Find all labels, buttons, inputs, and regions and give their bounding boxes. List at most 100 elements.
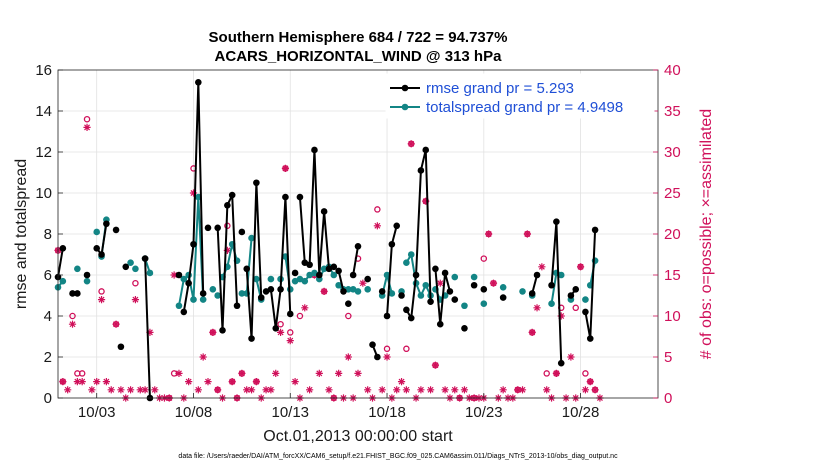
totalspread-point (180, 275, 188, 283)
totalspread-point (451, 273, 459, 281)
rmse-point (83, 271, 91, 279)
rmse-point (291, 269, 299, 277)
legend-label: rmse grand pr = 5.293 (426, 80, 574, 97)
legend-label: totalspread grand pr = 4.9498 (426, 99, 623, 116)
rmse-line (386, 225, 398, 317)
obs-assimilated-marker (451, 386, 459, 394)
rmse-point (548, 281, 555, 289)
obs-assimilated-marker (112, 320, 120, 328)
totalspread-point (214, 292, 221, 299)
obs-assimilated-marker (194, 386, 202, 394)
obs-assimilated-marker (320, 287, 328, 295)
y-tick-label-right: 0 (664, 390, 672, 407)
rmse-point (330, 263, 338, 271)
series-lines (54, 79, 599, 402)
obs-assimilated-marker (146, 328, 154, 336)
rmse-point (195, 79, 202, 86)
footer-data-file: data file: /Users/raeder/DAI/ATM_forcXX/… (178, 453, 618, 460)
obs-assimilated-marker (426, 386, 435, 394)
rmse-point (446, 288, 454, 295)
obs-assimilated-marker (378, 386, 386, 394)
obs-assimilated-marker (518, 386, 527, 394)
obs-assimilated-marker (267, 386, 275, 394)
rmse-point (403, 306, 410, 314)
obs-possible-marker (383, 345, 391, 353)
obs-assimilated-marker (262, 386, 270, 394)
rmse-point (59, 245, 67, 252)
rmse-point (528, 290, 536, 297)
obs-assimilated-marker (64, 386, 72, 394)
obs-possible-marker (214, 386, 221, 394)
obs-possible-marker (287, 329, 294, 336)
totalspread-point (407, 251, 415, 258)
x-tick-label: 10/08 (175, 404, 213, 421)
obs-possible-marker (228, 378, 236, 385)
obs-assimilated-marker (151, 386, 159, 394)
rmse-point (417, 167, 425, 174)
rmse-point (354, 243, 362, 250)
obs-possible-marker (403, 345, 410, 353)
rmse-point (441, 269, 449, 277)
y-tick-label: 8 (44, 226, 52, 243)
y-tick-label: 14 (35, 103, 52, 120)
y-tick-label-right: 30 (664, 144, 681, 161)
rmse-point (296, 193, 304, 201)
rmse-point (553, 218, 560, 225)
rmse-point (69, 290, 76, 297)
obs-possible-marker (553, 370, 560, 377)
obs-assimilated-marker (73, 378, 81, 386)
obs-assimilated-marker (523, 230, 531, 238)
totalspread-point (83, 277, 91, 285)
obs-assimilated-marker (591, 386, 599, 394)
rmse-point (117, 343, 125, 351)
obs-possible-marker (514, 386, 521, 394)
rmse-point (175, 271, 183, 279)
obs-assimilated-marker (393, 386, 401, 394)
rmse-point (407, 314, 415, 322)
rmse-point (248, 335, 255, 342)
totalspread-point (248, 234, 255, 242)
y-tick-label: 10 (35, 185, 52, 202)
totalspread-point (582, 296, 589, 303)
rmse-point (374, 353, 381, 361)
x-tick-label: 10/23 (465, 404, 503, 421)
obs-possible-marker (345, 312, 352, 320)
y-tick-label-right: 35 (664, 103, 681, 120)
y-tick-label: 16 (35, 62, 52, 79)
totalspread-point (59, 277, 67, 285)
rmse-point (98, 251, 105, 258)
obs-assimilated-marker (136, 386, 144, 394)
obs-assimilated-marker (557, 312, 565, 320)
rmse-point (185, 279, 192, 287)
obs-assimilated-marker (59, 378, 67, 386)
rmse-point (567, 292, 575, 299)
obs-assimilated-marker (107, 386, 115, 394)
rmse-point (591, 226, 599, 234)
rmse-point (306, 261, 313, 269)
axis-ticks: 0 2 4 6 8 10 12 14 16 0 5 10 15 20 25 30 35 40 10/03 10/08 1… (35, 62, 680, 421)
obs-possible-marker (69, 312, 76, 320)
totalspread-point (132, 265, 139, 273)
obs-possible-marker (407, 140, 415, 148)
rmse-line (57, 248, 64, 278)
obs-assimilated-marker (543, 386, 551, 394)
obs-possible-marker (112, 320, 120, 328)
totalspread-point (175, 302, 183, 310)
totalspread-point (383, 271, 391, 279)
obs-possible-marker (98, 288, 105, 295)
rmse-line (245, 182, 263, 339)
obs-possible-marker (577, 263, 584, 271)
totalspread-point (470, 273, 478, 281)
totalspread-point (93, 228, 101, 236)
totalspread-point (190, 296, 197, 303)
obs-assimilated-marker (514, 386, 522, 394)
rmse-line (434, 268, 451, 325)
x-axis-label: Oct.01,2013 00:00:00 start (263, 428, 453, 445)
obs-assimilated-marker (78, 378, 86, 386)
obs-possible-marker (320, 288, 328, 295)
totalspread-point (74, 265, 81, 273)
grid (58, 70, 658, 398)
obs-possible-marker (591, 386, 599, 394)
obs-possible-marker (480, 255, 488, 262)
rmse-point (572, 286, 580, 293)
